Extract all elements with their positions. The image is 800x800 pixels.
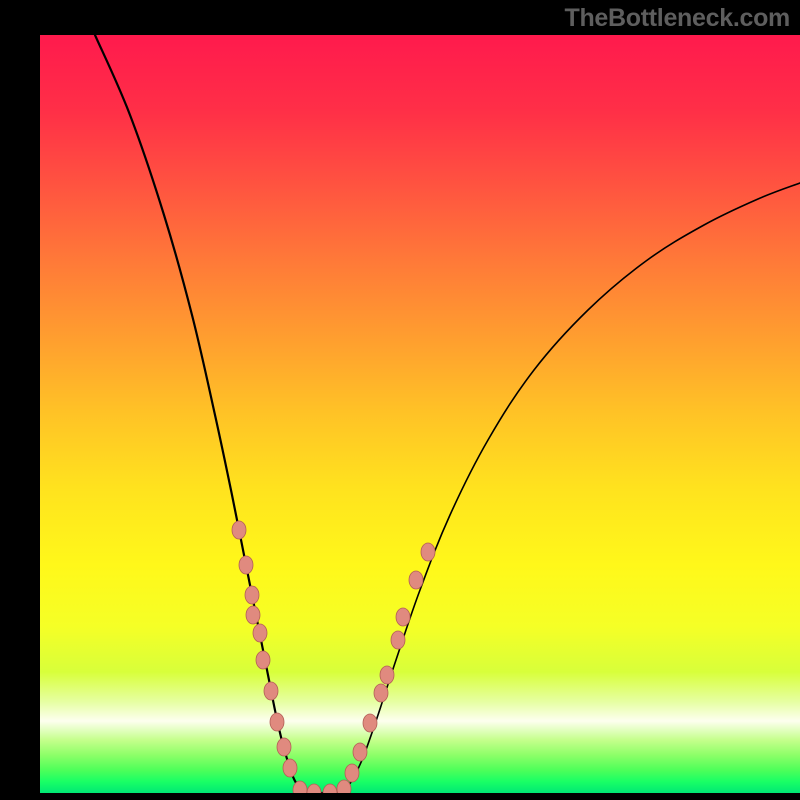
chart-root: TheBottleneck.com [0,0,800,800]
data-marker [264,682,278,700]
data-marker [421,543,435,561]
plot-area [40,35,800,793]
data-marker [246,606,260,624]
watermark-text: TheBottleneck.com [564,4,790,33]
gradient-background [40,35,800,793]
data-marker [277,738,291,756]
data-marker [374,684,388,702]
data-marker [409,571,423,589]
data-marker [353,743,367,761]
data-marker [245,586,259,604]
data-marker [345,764,359,782]
data-marker [256,651,270,669]
data-marker [232,521,246,539]
data-marker [239,556,253,574]
data-marker [253,624,267,642]
data-marker [270,713,284,731]
data-marker [363,714,377,732]
data-marker [337,780,351,793]
data-marker [380,666,394,684]
data-marker [391,631,405,649]
data-marker [396,608,410,626]
data-marker [283,759,297,777]
